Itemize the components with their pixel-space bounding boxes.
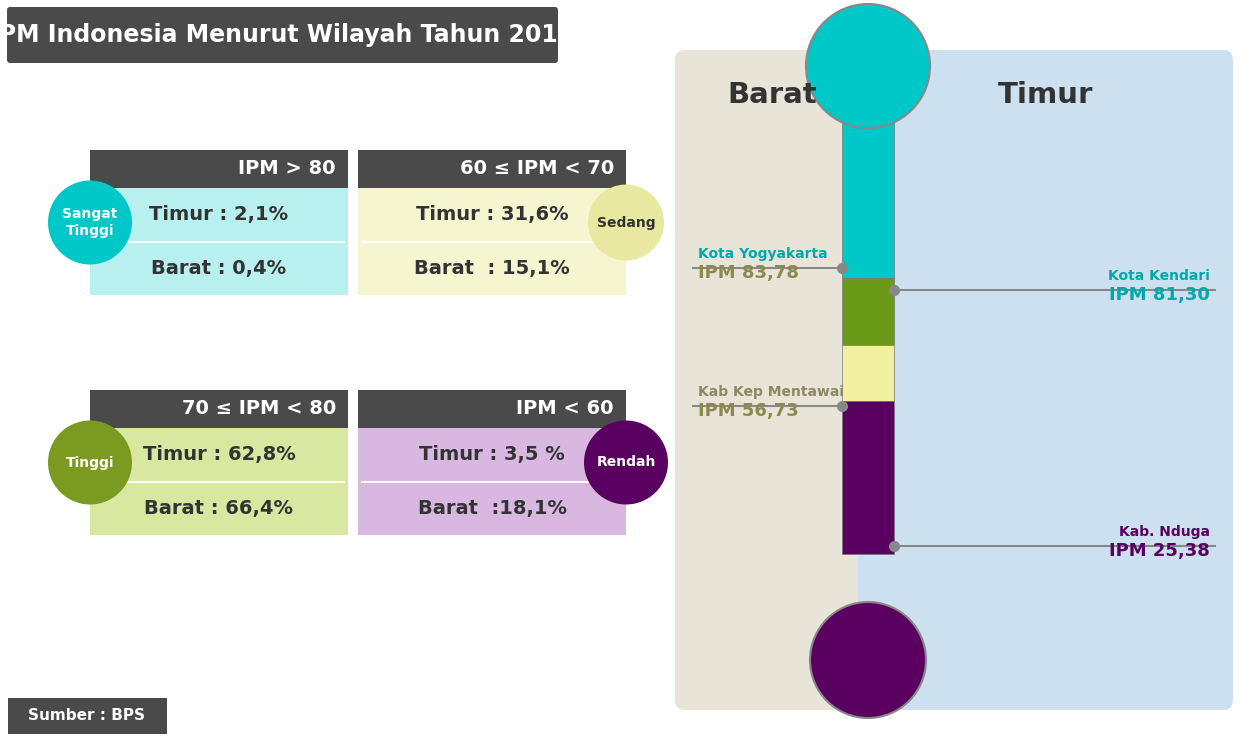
FancyBboxPatch shape (842, 110, 894, 278)
Text: Barat  : 15,1%: Barat : 15,1% (414, 259, 570, 278)
FancyBboxPatch shape (842, 278, 894, 344)
Circle shape (810, 602, 927, 718)
FancyBboxPatch shape (7, 7, 558, 63)
Text: IPM 81,30: IPM 81,30 (1109, 286, 1210, 304)
Circle shape (806, 4, 930, 128)
Circle shape (48, 181, 132, 265)
Text: Timur : 62,8%: Timur : 62,8% (143, 445, 296, 464)
Text: 70 ≤ IPM < 80: 70 ≤ IPM < 80 (181, 400, 337, 418)
Circle shape (587, 185, 664, 260)
Text: Kota Yogyakarta: Kota Yogyakarta (698, 247, 827, 261)
FancyBboxPatch shape (358, 390, 626, 428)
FancyBboxPatch shape (358, 188, 626, 295)
FancyBboxPatch shape (842, 344, 894, 401)
Text: Tinggi: Tinggi (66, 455, 114, 469)
Text: Timur : 31,6%: Timur : 31,6% (416, 205, 569, 224)
FancyBboxPatch shape (7, 698, 166, 734)
FancyBboxPatch shape (89, 428, 348, 535)
FancyBboxPatch shape (89, 150, 348, 188)
Text: Timur: Timur (997, 81, 1093, 109)
FancyBboxPatch shape (358, 428, 626, 535)
Text: Sumber : BPS: Sumber : BPS (29, 708, 145, 723)
Text: Barat : 66,4%: Barat : 66,4% (144, 498, 293, 518)
Text: Barat  :18,1%: Barat :18,1% (417, 498, 566, 518)
Text: Kab. Nduga: Kab. Nduga (1119, 525, 1210, 539)
Text: Rendah: Rendah (596, 455, 656, 469)
Text: Sedang: Sedang (596, 216, 656, 229)
FancyBboxPatch shape (858, 50, 1233, 710)
Text: IPM > 80: IPM > 80 (238, 159, 337, 179)
Text: 60 ≤ IPM < 70: 60 ≤ IPM < 70 (460, 159, 614, 179)
FancyBboxPatch shape (842, 401, 894, 554)
Text: Barat: Barat (728, 81, 817, 109)
FancyBboxPatch shape (674, 50, 869, 710)
Text: IPM 83,78: IPM 83,78 (698, 264, 799, 282)
Text: Sangat
Tinggi: Sangat Tinggi (62, 207, 118, 238)
FancyBboxPatch shape (89, 390, 348, 428)
Text: IPM < 60: IPM < 60 (517, 400, 614, 418)
Circle shape (584, 420, 668, 504)
FancyBboxPatch shape (358, 150, 626, 188)
Text: IPM 25,38: IPM 25,38 (1109, 542, 1210, 559)
Text: Timur : 3,5 %: Timur : 3,5 % (419, 445, 565, 464)
Text: IPM Indonesia Menurut Wilayah Tahun 2014: IPM Indonesia Menurut Wilayah Tahun 2014 (0, 23, 574, 47)
Text: IPM 56,73: IPM 56,73 (698, 402, 799, 420)
Text: Kota Kendari: Kota Kendari (1108, 269, 1210, 283)
Circle shape (48, 420, 132, 504)
Text: Barat : 0,4%: Barat : 0,4% (152, 259, 287, 278)
Text: Kab Kep Mentawai: Kab Kep Mentawai (698, 385, 845, 399)
Text: Timur : 2,1%: Timur : 2,1% (149, 205, 288, 224)
FancyBboxPatch shape (89, 188, 348, 295)
